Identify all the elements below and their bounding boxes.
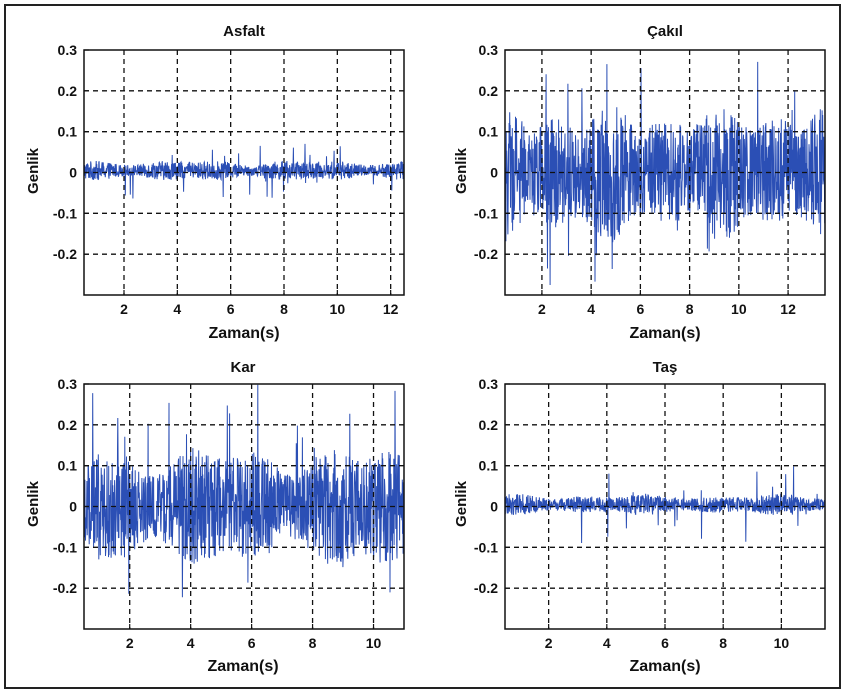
x-axis-label: Zaman(s) <box>207 658 278 675</box>
y-tick-label: 0.2 <box>479 83 499 99</box>
panel-asfalt: Asfalt Genlik Zaman(s) 2 4 6 8 10 12 0.3 0.2 0.1… <box>25 23 405 342</box>
plot-area: 2 4 6 8 10 0.3 0.2 0.1 0 -0.1 -0.2 <box>53 376 405 651</box>
y-tick-label: -0.1 <box>474 205 498 221</box>
x-tick-label: 4 <box>173 301 181 317</box>
signal-line <box>84 384 404 598</box>
x-tick-label: 12 <box>780 301 796 317</box>
y-tick-label: -0.1 <box>474 539 498 555</box>
y-tick-label: -0.2 <box>53 580 77 596</box>
y-tick-label: 0.1 <box>58 458 78 474</box>
x-tick-label: 2 <box>545 635 553 651</box>
x-tick-label: 8 <box>280 301 288 317</box>
figure-frame <box>4 4 841 689</box>
x-tick-label: 8 <box>719 635 727 651</box>
y-tick-label: 0 <box>490 165 498 181</box>
x-axis-label: Zaman(s) <box>629 658 700 675</box>
y-tick-label: -0.1 <box>53 539 77 555</box>
x-tick-label: 8 <box>686 301 694 317</box>
y-tick-label: 0.1 <box>479 124 499 140</box>
y-tick-label: 0.2 <box>58 83 78 99</box>
chart-title: Çakıl <box>647 23 683 40</box>
x-tick-label: 2 <box>538 301 546 317</box>
x-tick-label: 10 <box>330 301 346 317</box>
plot-area: 2 4 6 8 10 12 0.3 0.2 0.1 0 -0.1 -0.2 <box>474 42 826 317</box>
x-tick-label: 2 <box>120 301 128 317</box>
chart-title: Kar <box>230 359 255 376</box>
y-tick-label: -0.2 <box>474 246 498 262</box>
y-axis-label: Genlik <box>453 147 470 194</box>
plot-area: 2 4 6 8 10 12 0.3 0.2 0.1 0 -0.1 -0.2 <box>53 42 405 317</box>
x-tick-label: 6 <box>636 301 644 317</box>
y-tick-label: 0.1 <box>58 124 78 140</box>
y-axis-label: Genlik <box>25 147 42 194</box>
y-tick-label: 0 <box>490 499 498 515</box>
y-tick-label: 0.1 <box>479 458 499 474</box>
y-tick-label: 0 <box>69 165 77 181</box>
x-tick-label: 6 <box>227 301 235 317</box>
y-tick-label: 0.2 <box>58 417 78 433</box>
x-tick-label: 10 <box>731 301 747 317</box>
panel-kar: Kar Genlik Zaman(s) 2 4 6 8 10 0.3 0.2 0.1 0 -0.1… <box>25 359 405 675</box>
x-tick-label: 4 <box>187 635 195 651</box>
y-tick-label: 0.2 <box>479 417 499 433</box>
y-tick-label: -0.1 <box>53 205 77 221</box>
signal-line <box>84 143 404 199</box>
x-tick-label: 12 <box>383 301 399 317</box>
x-tick-label: 10 <box>366 635 382 651</box>
chart-title: Asfalt <box>223 23 265 40</box>
x-tick-label: 8 <box>309 635 317 651</box>
panel-tas: Taş Genlik Zaman(s) 2 4 6 8 10 0.3 0.2 0.1 0 -0.1… <box>453 359 826 675</box>
y-axis-label: Genlik <box>453 480 470 527</box>
y-tick-label: 0.3 <box>479 376 499 392</box>
x-tick-label: 4 <box>587 301 595 317</box>
x-tick-label: 2 <box>126 635 134 651</box>
x-axis-label: Zaman(s) <box>629 325 700 342</box>
y-tick-label: -0.2 <box>474 580 498 596</box>
x-tick-label: 6 <box>661 635 669 651</box>
y-tick-label: 0.3 <box>58 42 78 58</box>
x-tick-label: 6 <box>248 635 256 651</box>
chart-title: Taş <box>653 359 678 376</box>
signal-line <box>505 61 825 286</box>
x-axis-label: Zaman(s) <box>208 325 279 342</box>
y-tick-label: 0 <box>69 499 77 515</box>
y-tick-label: -0.2 <box>53 246 77 262</box>
x-tick-label: 10 <box>774 635 790 651</box>
y-tick-label: 0.3 <box>479 42 499 58</box>
y-axis-label: Genlik <box>25 480 42 527</box>
y-tick-label: 0.3 <box>58 376 78 392</box>
x-tick-label: 4 <box>603 635 611 651</box>
panel-cakil: Çakıl Genlik Zaman(s) 2 4 6 8 10 12 0.3 0.2 0.1 0… <box>453 23 826 342</box>
plot-area: 2 4 6 8 10 0.3 0.2 0.1 0 -0.1 -0.2 <box>474 376 826 651</box>
